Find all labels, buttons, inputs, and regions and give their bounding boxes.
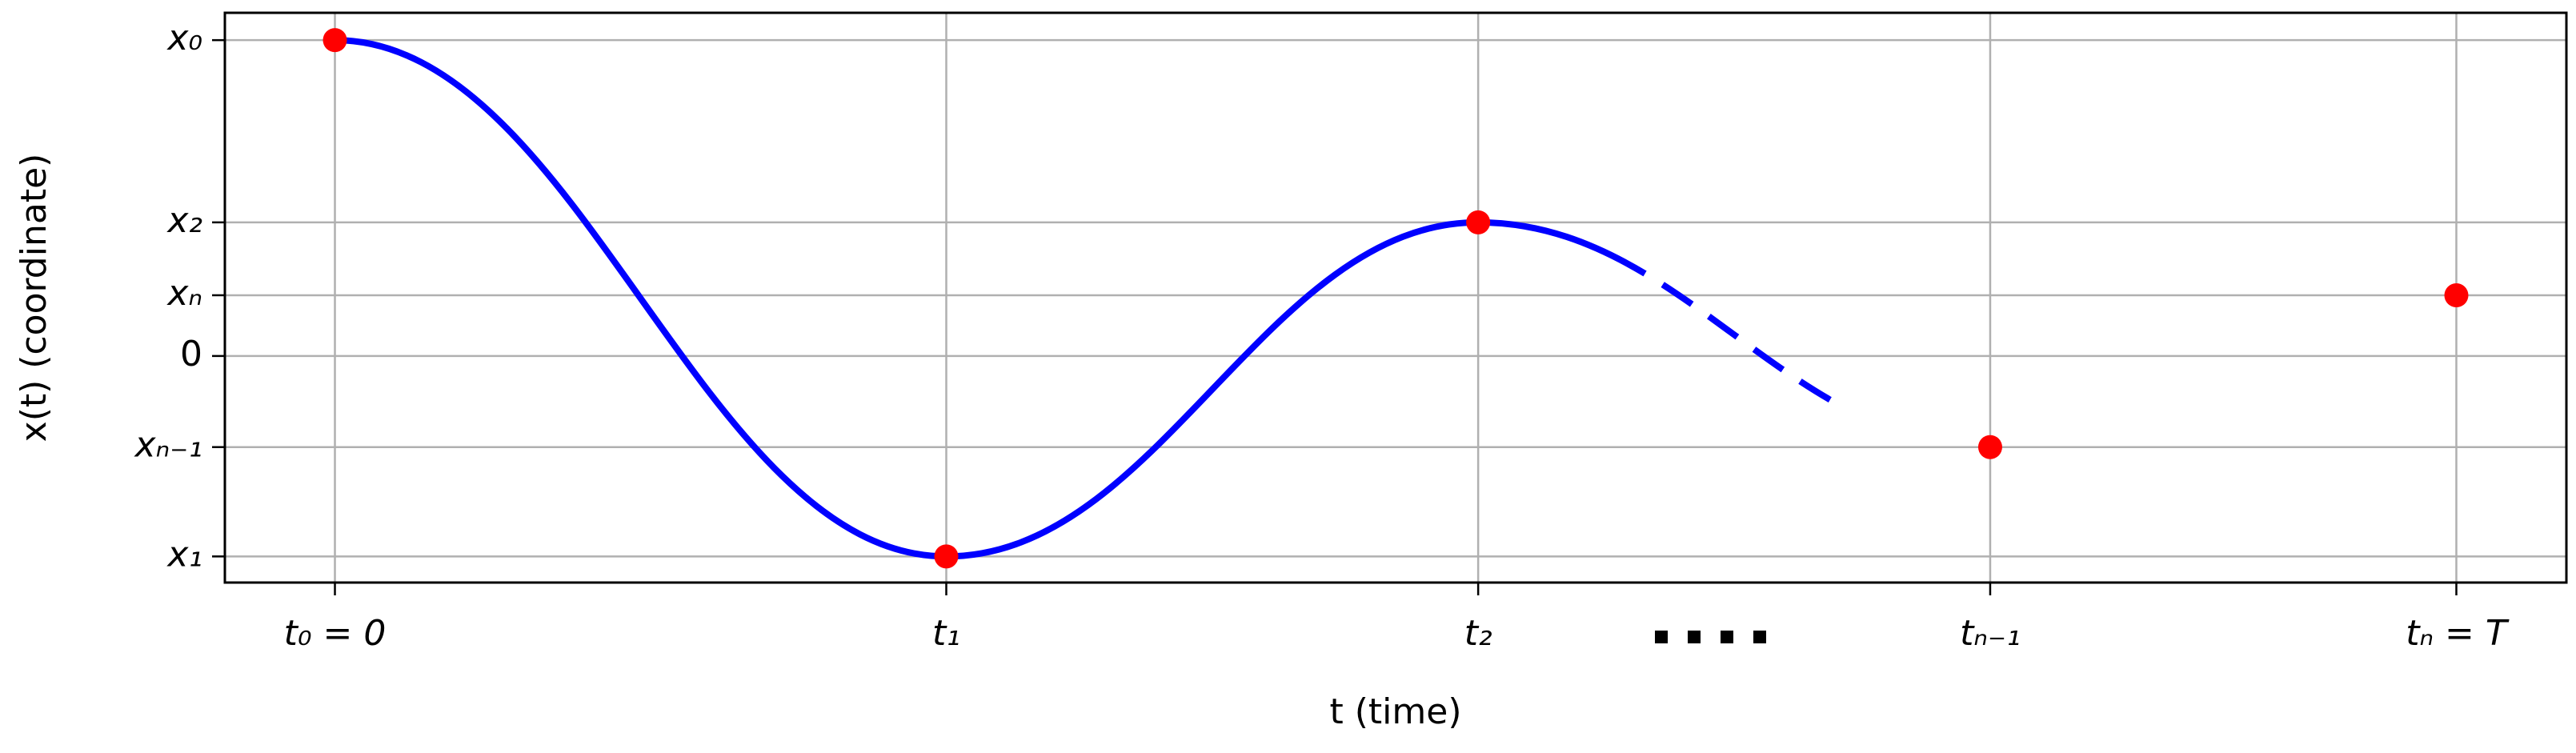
node-marker: [323, 28, 347, 53]
node-marker: [934, 544, 959, 569]
dot: [1655, 631, 1668, 643]
x-tick-label: t₀ = 0: [284, 613, 387, 654]
plot-frame: [223, 11, 2568, 584]
x-tick-label: t₁: [932, 613, 960, 654]
dot: [1688, 631, 1701, 643]
y-tick-label: x₀: [166, 18, 202, 58]
x-axis-label: t (time): [1330, 691, 1462, 732]
node-marker: [2444, 282, 2469, 307]
dot: [1753, 631, 1766, 643]
x-tick-label: tₙ = T: [2406, 613, 2510, 654]
x-tick-label: t₂: [1464, 613, 1492, 654]
dot: [1721, 631, 1733, 643]
y-tick-label: 0: [180, 334, 202, 374]
y-tick-label: xₙ: [166, 273, 202, 314]
y-tick-label: xₙ₋₁: [134, 425, 202, 466]
x-tick-label: tₙ₋₁: [1960, 613, 2021, 654]
ellipsis: [1655, 631, 1766, 643]
curve: [335, 37, 2457, 560]
node-marker: [1466, 210, 1491, 234]
y-axis-label: x(t) (coordinate): [14, 154, 54, 443]
y-tick-label: x₁: [166, 534, 202, 575]
y-tick-label: x₂: [166, 200, 202, 241]
node-marker: [1977, 435, 2002, 459]
